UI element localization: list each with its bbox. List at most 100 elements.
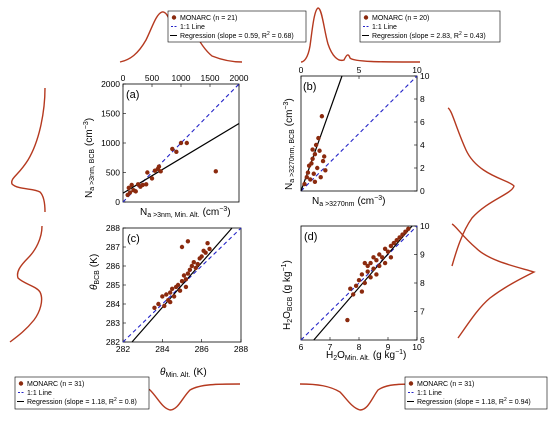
panel-c-xlabel: θMin. Alt. (K) (160, 367, 207, 379)
panel-c-point (169, 286, 175, 291)
legend-c-marker (18, 381, 24, 386)
panel-d-point (368, 260, 373, 266)
legend-a-label-one: 1:1 Line (180, 24, 205, 31)
legend-d-marker (408, 381, 414, 386)
panel-b-one-to-one (300, 75, 418, 192)
panel-c-ytick-label: 287 (106, 242, 120, 252)
legend-c-label-reg: Regression (slope = 1.18, R2 = 0.8) (27, 397, 137, 406)
panel-a-point (178, 140, 184, 146)
panel-a-point (133, 189, 138, 194)
legend-b: MONARC (n = 20) 1:1 Line Regression (slo… (359, 10, 501, 43)
panel-c-point (181, 273, 187, 278)
panel-c-point (199, 254, 204, 259)
panel-a-ytick-label: 2000 (101, 79, 120, 89)
panel-d-point (351, 292, 356, 297)
panel-b-point (322, 154, 327, 159)
panel-b-point (312, 179, 318, 184)
panel-a-point (158, 169, 163, 174)
panel-c-point (191, 260, 196, 265)
panel-b-ytick-label: 6 (420, 117, 425, 127)
panel-c-point (183, 277, 189, 282)
panel-b-point (305, 170, 311, 175)
panel-d-ytick-label: 7 (420, 307, 425, 317)
panel-b-point (316, 135, 321, 141)
panel-d-point (394, 238, 399, 243)
panel-a-point (156, 164, 162, 169)
panel-c-point (171, 294, 177, 299)
panel-a-xtick-label: 0 (121, 73, 126, 83)
panel-b-point (309, 161, 314, 166)
panel-d-point (368, 275, 373, 280)
legend-b-label-reg: Regression (slope = 2.83, R2 = 0.43) (372, 31, 486, 40)
panel-b-point (310, 156, 315, 161)
panel-a-point (140, 182, 145, 188)
panel-d-ytick-label: 9 (420, 250, 425, 260)
legend-d: MONARC (n = 31) 1:1 Line Regression (slo… (404, 376, 548, 410)
legend-a-box (167, 10, 307, 43)
panel-c-point (183, 284, 189, 290)
density-curves (9, 7, 536, 411)
panel-c-ytick-label: 283 (106, 318, 120, 328)
panel-d-one-to-one-line (300, 225, 418, 341)
panel-b-point (304, 175, 309, 180)
panel-c-point (179, 279, 185, 284)
legend-d-label-one: 1:1 Line (417, 390, 442, 397)
panel-d-point (388, 255, 394, 260)
panel-d-ytick-label: 8 (420, 278, 425, 288)
panel-a-point (213, 169, 218, 174)
panel-d-point (365, 269, 370, 274)
legend-c-label-data: MONARC (n = 31) (27, 381, 84, 388)
panel-d-point (362, 280, 367, 286)
legend-a-marker (171, 15, 177, 20)
panel-a-point (144, 182, 149, 187)
panel-d-point (382, 246, 388, 251)
panel-b-one-to-one-line (300, 75, 418, 192)
panel-a-ytick-label: 0 (115, 197, 120, 207)
panel-a-point (129, 182, 134, 188)
panel-d-point (371, 266, 376, 271)
panel-c-point (203, 250, 208, 255)
legend-b-label-data: MONARC (n = 20) (372, 15, 429, 22)
panel-d-point (406, 226, 411, 232)
panel-d-point (403, 229, 408, 234)
panel-c-xtick-label: 288 (234, 344, 248, 354)
density-c-left (9, 225, 43, 343)
panel-d-point (356, 277, 362, 283)
panel-c-point (205, 241, 210, 246)
panel-c-regression (131, 227, 233, 343)
panel-c-xtick-label: 286 (195, 344, 209, 354)
panel-c-point (164, 292, 169, 297)
panel-d-point (385, 249, 391, 254)
panel-d-point (359, 272, 365, 277)
panel-d-xtick-label: 8 (357, 342, 362, 352)
panel-a-ytick-label: 1500 (101, 109, 120, 119)
panel-b-ytick-label: 4 (420, 140, 425, 150)
panel-b-point (323, 168, 328, 173)
panel-d-point (374, 258, 379, 263)
panel-d-point (374, 272, 379, 277)
panel-d-point (391, 240, 396, 246)
panel-c: 282 284 286 288 282 283 284 285 286 287 288 (c) θM… (89, 223, 248, 379)
panel-d-point (397, 235, 402, 240)
panel-b-label: (b) (303, 81, 316, 93)
panel-d-xtick-label: 6 (299, 342, 304, 352)
panel-b-xtick-label: 0 (299, 65, 304, 75)
panel-d-xlabel: H2OMin. Alt. (g kg−1) (326, 349, 406, 362)
legend-d-label-data: MONARC (n = 31) (417, 381, 474, 388)
legend-d-box (404, 376, 548, 410)
density-d-bottom (299, 383, 421, 411)
panel-c-regression-line (131, 227, 233, 343)
panel-b-point (319, 114, 325, 119)
panel-c-point (189, 263, 195, 269)
panel-d-one-to-one (300, 225, 418, 341)
panel-d-point (359, 289, 365, 294)
panel-d-point (377, 263, 382, 269)
legend-c: MONARC (n = 31) 1:1 Line Regression (slo… (14, 376, 150, 410)
panel-d-point (362, 260, 367, 266)
legend-c-box (14, 376, 150, 410)
panel-c-ytick-label: 286 (106, 261, 120, 271)
